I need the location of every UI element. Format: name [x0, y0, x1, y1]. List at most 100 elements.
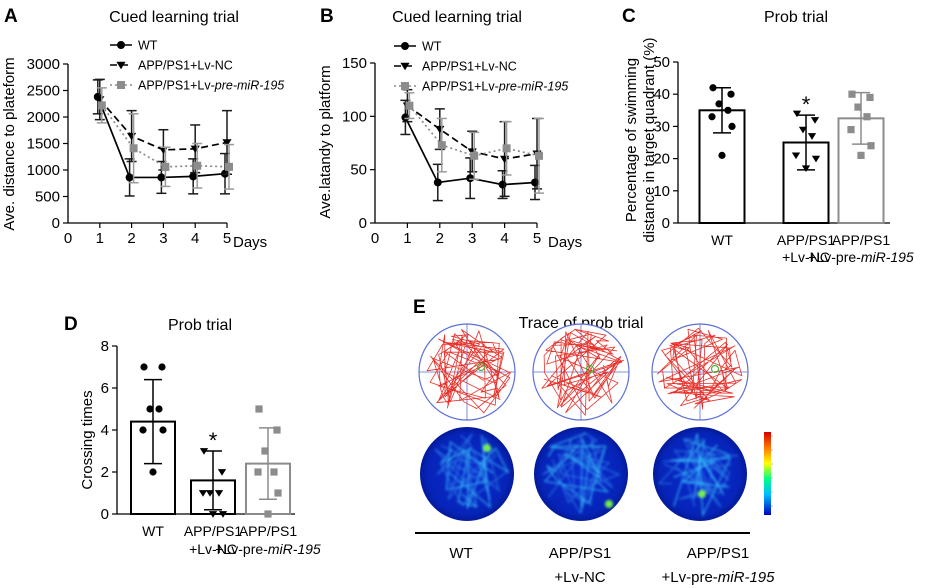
panel-b-data-point	[470, 151, 479, 160]
panel-b-legend-text: WT	[422, 40, 442, 54]
panel-d-data-point	[273, 426, 281, 434]
panel-c-category-label-2-italic: miR-195	[861, 249, 914, 265]
panel-b-y-tick-label: 0	[359, 215, 367, 232]
panel-b-legend-text: APP/PS1+Lv-	[422, 80, 499, 94]
heatmap-trails	[434, 433, 510, 509]
panel-d-y-tick-label: 6	[101, 380, 109, 397]
panel-c-title: Prob trial	[764, 9, 828, 26]
heatmap-trail	[663, 438, 716, 495]
panel-c-data-point	[848, 90, 856, 98]
panel-e-group-label-2-text: +Lv-pre-	[662, 569, 718, 586]
panel-e-group-label: WT	[449, 545, 472, 562]
panel-a-x-tick-label: 0	[64, 230, 72, 247]
heatmap-scale-ticks	[771, 435, 773, 507]
panel-letter-a: A	[4, 6, 18, 27]
panel-d-data-point	[146, 405, 154, 413]
panel-d-category-label-2: +Lv-pre-miR-195	[215, 541, 321, 557]
panel-c-data-point	[724, 106, 732, 114]
heatmap-trail	[551, 439, 611, 504]
panel-d-category-label-2-italic: miR-195	[268, 541, 321, 557]
panel-e-group-label-2-italic: miR-195	[718, 569, 775, 586]
panel-d-y-tick-label: 4	[101, 422, 109, 439]
panel-a-legend-marker	[117, 41, 125, 49]
platform-target-circle	[585, 364, 595, 374]
panel-c-data-point	[715, 100, 723, 108]
panel-c-data-point	[792, 110, 802, 118]
panel-letter-b: B	[320, 6, 334, 27]
panel-a-data-point	[222, 139, 232, 147]
panel-a-data-point	[225, 162, 233, 171]
panel-c-data-point	[866, 93, 874, 102]
heatmap-circle	[420, 427, 514, 521]
panel-a-x-tick-label: 2	[127, 230, 135, 247]
panel-d-data-point	[218, 511, 228, 518]
panel-b-y-tick-label: 50	[350, 162, 367, 179]
heatmap-trail	[445, 435, 494, 509]
panel-c-data-point	[810, 117, 820, 124]
panel-a-y-tick-label: 1500	[27, 136, 60, 153]
panel-c-category-label-2: +Lv-NC	[782, 249, 830, 265]
panel-d-category-label-2-text: +Lv-pre-	[215, 541, 268, 557]
heatmap-trail	[439, 463, 486, 508]
panel-b-data-point	[437, 141, 446, 150]
panel-b-line-chart: Cued learning trial Ave.latandy to platf…	[317, 9, 582, 251]
panel-c-data-point	[791, 152, 801, 160]
panel-c-category-label: WT	[711, 232, 733, 248]
panel-c-data-point	[807, 133, 817, 140]
heatmap-hotspot	[483, 444, 491, 452]
panel-d-data-point	[139, 426, 147, 434]
panel-d-category-label-2-text: +Lv-NC	[189, 541, 237, 557]
heatmap-hotspot	[698, 490, 706, 498]
panel-a-title: Cued learning trial	[109, 9, 239, 26]
panel-b-legend-entry: APP/PS1+Lv-pre-miR-195	[422, 80, 568, 94]
panel-a-y-tick-label: 0	[52, 215, 60, 232]
panel-a-legend-marker	[117, 81, 125, 89]
panel-b-x-tick-label: 2	[436, 230, 444, 247]
panel-a-x-tick-label: 1	[96, 230, 104, 247]
panel-e-group-label-2: +Lv-NC	[554, 569, 605, 586]
swim-trace-path	[426, 329, 511, 414]
panel-d-bar-chart: Prob trial Crossing times 0 2 4 6 8 WT * APP/PS…	[79, 317, 321, 557]
panel-b-data-point	[405, 101, 414, 110]
panel-c-significance-star: *	[802, 92, 811, 117]
heatmap-trail	[546, 445, 607, 504]
panel-b-x-label: Days	[548, 234, 582, 251]
panel-a-y-tick-label: 2000	[27, 109, 60, 126]
panel-c-y-tick-label: 50	[653, 54, 670, 71]
panel-d-y-tick-label: 2	[101, 464, 109, 481]
panel-a-x-tick-label: 3	[159, 230, 167, 247]
panel-b-y-label: Ave.latandy to platform	[317, 65, 334, 218]
panel-c-data-point	[709, 84, 717, 92]
panel-c-y-label-line1: Percentage of swimming	[623, 58, 640, 222]
panel-a-legend-marker	[116, 61, 126, 70]
panel-c-data-point	[854, 103, 862, 111]
panel-c-data-point	[728, 122, 736, 130]
panel-a-legend-text: WT	[138, 39, 158, 53]
panel-a-y-tick-label: 1000	[27, 162, 60, 179]
panel-d-data-point	[261, 447, 269, 455]
panel-d-data-point	[149, 468, 157, 476]
panel-b-data-point	[500, 155, 510, 164]
panel-b-legend-text: APP/PS1+Lv-NC	[422, 60, 517, 74]
panel-d-data-point	[199, 448, 209, 455]
heatmap-trail	[440, 448, 478, 508]
panel-a-data-point	[157, 173, 166, 182]
panel-d-data-point	[255, 405, 263, 413]
panel-c-data-point	[718, 151, 726, 159]
panel-d-category-label: APP/PS1	[239, 523, 298, 539]
panel-b-x-tick-label: 0	[371, 230, 379, 247]
panel-c-category-label-2-text: +Lv-pre-	[808, 249, 861, 265]
heatmap-trail	[542, 431, 605, 515]
panel-b-data-point	[531, 178, 539, 187]
panel-a-data-point	[125, 173, 134, 182]
panel-c-data-point	[727, 90, 735, 98]
panel-c-y-tick-label: 0	[662, 215, 670, 232]
panel-e-group-label-2-text: +Lv-NC	[554, 569, 605, 586]
panel-c-data-point	[811, 155, 821, 163]
panel-c-y-tick-label: 40	[653, 86, 670, 103]
panel-b-x-tick-label: 4	[500, 230, 508, 247]
heatmap-trail	[687, 438, 732, 481]
panel-d-data-point	[155, 405, 163, 413]
heatmap-trail	[452, 434, 500, 492]
panel-b-data-point	[401, 113, 410, 122]
